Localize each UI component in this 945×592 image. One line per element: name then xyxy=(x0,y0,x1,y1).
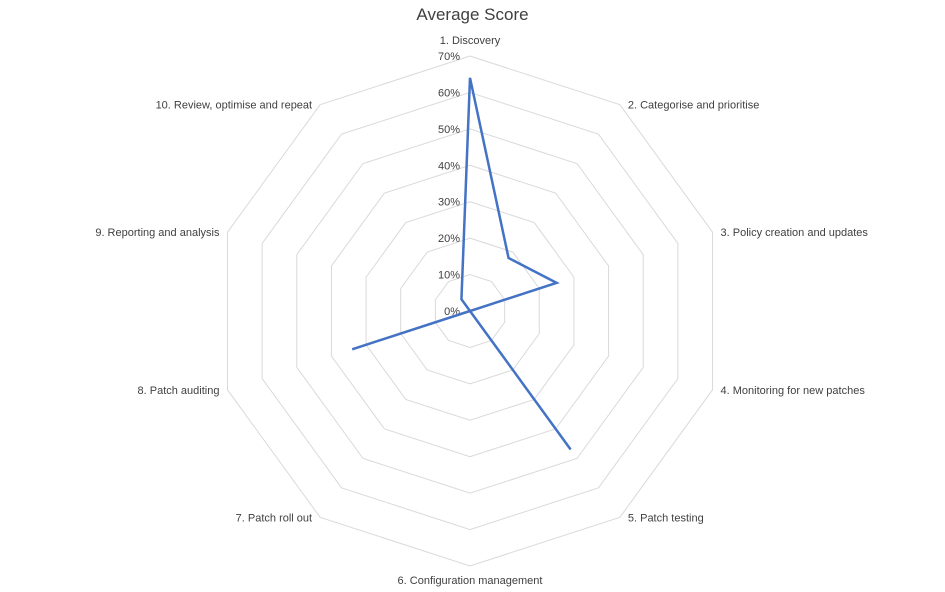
grid-ring xyxy=(296,128,644,494)
category-label: 7. Patch roll out xyxy=(236,512,312,524)
grid-ring xyxy=(434,274,506,348)
category-labels: 1. Discovery 2. Categorise and prioritise… xyxy=(95,35,868,587)
radial-tick-label: 30% xyxy=(438,197,460,209)
radial-tick-label: 20% xyxy=(438,233,460,245)
category-label: 6. Configuration management xyxy=(398,575,543,587)
category-label: 9. Reporting and analysis xyxy=(95,227,220,239)
series-layer xyxy=(351,77,572,451)
category-label: 2. Categorise and prioritise xyxy=(628,100,759,112)
radar-grid xyxy=(226,55,714,567)
series-line xyxy=(351,77,572,451)
grid-ring xyxy=(226,55,714,567)
category-label: 5. Patch testing xyxy=(628,512,704,524)
radial-tick-label: 50% xyxy=(438,124,460,136)
chart-title: Average Score xyxy=(416,5,529,24)
radial-tick-labels: 0%10%20%30%40%50%60%70% xyxy=(438,51,460,318)
category-label: 1. Discovery xyxy=(440,35,501,47)
category-label: 4. Monitoring for new patches xyxy=(721,385,866,397)
grid-ring xyxy=(400,237,540,385)
category-label: 3. Policy creation and updates xyxy=(721,227,869,239)
radial-tick-label: 40% xyxy=(438,160,460,172)
radial-tick-label: 10% xyxy=(438,270,460,282)
grid-ring xyxy=(261,91,679,531)
grid-ring xyxy=(330,164,610,458)
category-label: 10. Review, optimise and repeat xyxy=(156,100,313,112)
grid-ring xyxy=(365,201,575,421)
radial-tick-label: 70% xyxy=(438,51,460,63)
radial-tick-label: 60% xyxy=(438,87,460,99)
category-label: 8. Patch auditing xyxy=(138,385,220,397)
